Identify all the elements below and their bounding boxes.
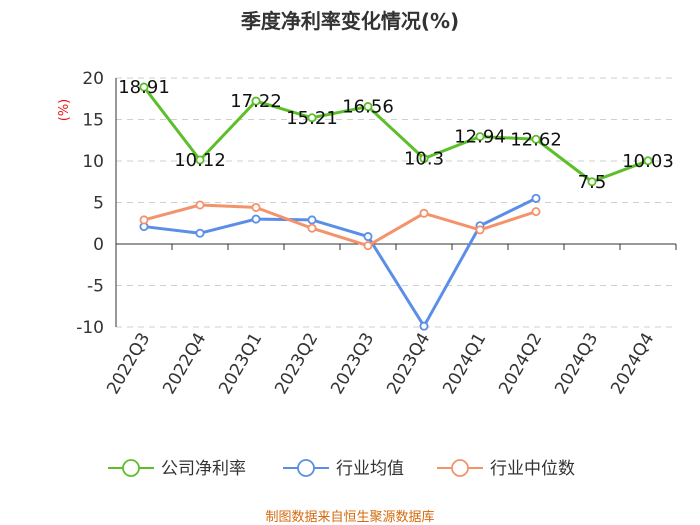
x-tick-label: 2023Q2 <box>271 330 322 398</box>
y-axis-label: (%) <box>57 99 72 122</box>
series-line-1 <box>143 197 537 328</box>
series-point[interactable] <box>251 96 261 106</box>
legend-item[interactable]: 行业中位数 <box>437 459 575 479</box>
series-point[interactable] <box>531 207 541 217</box>
series-point[interactable] <box>531 193 541 203</box>
series-point[interactable] <box>475 132 485 142</box>
data-label: 10.03 <box>622 151 674 172</box>
series-line-0 <box>142 86 649 184</box>
series-point[interactable] <box>195 200 205 210</box>
series-point[interactable] <box>195 155 205 165</box>
x-tick-label: 2024Q1 <box>439 330 490 398</box>
series-point[interactable] <box>531 134 541 144</box>
legend-label: 行业中位数 <box>490 459 575 479</box>
x-tick-label: 2024Q4 <box>607 330 658 398</box>
series-point[interactable] <box>363 102 373 112</box>
data-label: 17.22 <box>230 91 282 112</box>
x-tick-label: 2022Q3 <box>103 330 154 398</box>
chart-title: 季度净利率变化情况(%) <box>240 9 459 33</box>
series-point[interactable] <box>363 241 373 251</box>
x-tick-label: 2023Q1 <box>215 330 266 398</box>
source-text: 制图数据来自恒生聚源数据库 <box>265 509 434 525</box>
y-tick-label: 10 <box>82 152 104 172</box>
y-tick-label: 5 <box>93 194 104 214</box>
legend-label: 公司净利率 <box>161 459 246 479</box>
legend-item[interactable]: 行业均值 <box>283 459 404 479</box>
series-point[interactable] <box>139 82 149 92</box>
y-tick-label: -5 <box>87 277 104 297</box>
series-point[interactable] <box>475 225 485 235</box>
legend-marker <box>122 459 140 477</box>
x-tick-label: 2024Q2 <box>495 330 546 398</box>
x-tick-label: 2023Q4 <box>383 330 434 398</box>
series-point[interactable] <box>251 214 261 224</box>
legend-item[interactable]: 公司净利率 <box>108 459 246 479</box>
data-label: 7.5 <box>578 172 607 193</box>
series-point[interactable] <box>251 202 261 212</box>
series-point[interactable] <box>643 156 653 166</box>
x-tick-label: 2022Q4 <box>159 330 210 398</box>
x-tick-label: 2024Q3 <box>551 330 602 398</box>
data-label: 15.21 <box>286 108 338 129</box>
y-tick-label: 20 <box>82 69 104 89</box>
legend-marker <box>451 459 469 477</box>
series-point[interactable] <box>307 113 317 123</box>
series-point[interactable] <box>363 232 373 242</box>
y-tick-label: -10 <box>76 318 104 338</box>
series-point[interactable] <box>307 223 317 233</box>
data-label: 12.62 <box>510 129 562 150</box>
data-label: 10.12 <box>174 150 226 171</box>
series-point[interactable] <box>139 215 149 225</box>
data-label: 18.91 <box>118 77 170 98</box>
legend-label: 行业均值 <box>336 459 404 479</box>
series-point[interactable] <box>307 215 317 225</box>
x-tick-label: 2023Q3 <box>327 330 378 398</box>
series-point[interactable] <box>419 154 429 164</box>
legend[interactable]: 公司净利率 行业均值 行业中位数 <box>108 459 575 479</box>
data-label: 10.3 <box>404 149 444 170</box>
series-line-2 <box>143 203 537 248</box>
y-tick-label: 0 <box>93 235 104 255</box>
data-label: 12.94 <box>454 127 506 148</box>
y-tick-label: 15 <box>82 111 104 131</box>
series-layer <box>139 82 653 331</box>
series-point[interactable] <box>419 321 429 331</box>
series-point[interactable] <box>587 177 597 187</box>
series-point[interactable] <box>195 228 205 238</box>
data-label: 16.56 <box>342 97 394 118</box>
series-point[interactable] <box>419 208 429 218</box>
legend-marker <box>297 459 315 477</box>
